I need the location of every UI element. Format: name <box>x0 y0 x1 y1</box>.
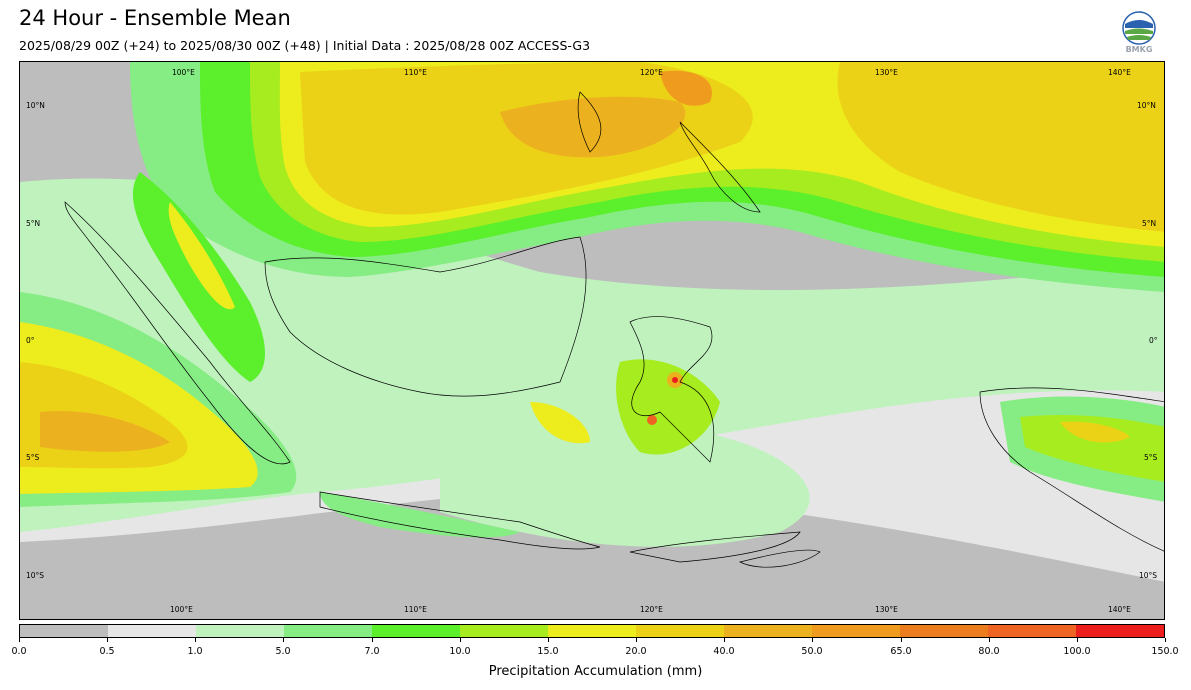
colorbar-segment <box>900 625 988 637</box>
lon-label-top: 110°E <box>404 68 427 77</box>
colorbar-tick-mark <box>1077 638 1078 642</box>
colorbar-segment <box>460 625 548 637</box>
lon-label-bottom: 100°E <box>170 605 193 614</box>
colorbar <box>19 624 1165 638</box>
colorbar-tick-mark <box>372 638 373 642</box>
colorbar-segment <box>372 625 460 637</box>
lon-label-bottom: 130°E <box>875 605 898 614</box>
colorbar-tick-mark <box>901 638 902 642</box>
precipitation-field <box>20 62 1164 619</box>
colorbar-tick-label: 15.0 <box>537 646 559 657</box>
colorbar-segment <box>988 625 1076 637</box>
colorbar-segment <box>548 625 636 637</box>
bmkg-logo: BMKG <box>1121 10 1157 56</box>
colorbar-tick-mark <box>19 638 20 642</box>
colorbar-tick-label: 0.0 <box>11 646 27 657</box>
colorbar-tick-mark <box>812 638 813 642</box>
colorbar-tick-mark <box>636 638 637 642</box>
colorbar-segment <box>812 625 900 637</box>
lon-label-top: 130°E <box>875 68 898 77</box>
colorbar-tick-label: 5.0 <box>275 646 291 657</box>
chart-subtitle: 2025/08/29 00Z (+24) to 2025/08/30 00Z (… <box>19 38 591 53</box>
colorbar-tick-label: 100.0 <box>1063 646 1091 657</box>
colorbar-tick-label: 10.0 <box>449 646 471 657</box>
colorbar-tick-label: 1.0 <box>187 646 203 657</box>
colorbar-tick-label: 80.0 <box>978 646 1000 657</box>
colorbar-segment <box>284 625 372 637</box>
colorbar-tick-label: 50.0 <box>801 646 823 657</box>
colorbar-segment <box>1076 625 1164 637</box>
lon-label-bottom: 110°E <box>404 605 427 614</box>
colorbar-segment <box>196 625 284 637</box>
colorbar-tick-label: 0.5 <box>99 646 115 657</box>
colorbar-segment <box>636 625 724 637</box>
colorbar-tick-label: 7.0 <box>364 646 380 657</box>
lat-label-left: 10°N <box>26 101 45 110</box>
lon-label-top: 100°E <box>172 68 195 77</box>
colorbar-segment <box>724 625 812 637</box>
colorbar-segment <box>20 625 108 637</box>
lat-label-right: 0° <box>1149 336 1158 345</box>
colorbar-tick-label: 40.0 <box>713 646 735 657</box>
lon-label-top: 120°E <box>640 68 663 77</box>
colorbar-tick-mark <box>548 638 549 642</box>
colorbar-tick-mark <box>1165 638 1166 642</box>
colorbar-tick-mark <box>989 638 990 642</box>
colorbar-tick-mark <box>195 638 196 642</box>
logo-text: BMKG <box>1125 45 1153 54</box>
lon-label-top: 140°E <box>1108 68 1131 77</box>
colorbar-label: Precipitation Accumulation (mm) <box>488 664 703 679</box>
colorbar-tick-mark <box>107 638 108 642</box>
lat-label-right: 5°S <box>1144 453 1158 462</box>
lat-label-left: 10°S <box>26 571 45 580</box>
precipitation-map: 100°E 110°E 120°E 130°E 140°E 100°E 110°… <box>19 61 1165 620</box>
lat-label-left: 5°S <box>26 453 40 462</box>
colorbar-tick-mark <box>724 638 725 642</box>
colorbar-tick-label: 150.0 <box>1151 646 1179 657</box>
lon-label-bottom: 140°E <box>1108 605 1131 614</box>
colorbar-tick-mark <box>283 638 284 642</box>
lat-label-right: 10°S <box>1139 571 1158 580</box>
colorbar-tick-label: 20.0 <box>625 646 647 657</box>
lat-label-left: 5°N <box>26 219 41 228</box>
lat-label-right: 5°N <box>1142 219 1157 228</box>
colorbar-tick-label: 65.0 <box>890 646 912 657</box>
lat-label-left: 0° <box>26 336 35 345</box>
colorbar-tick-mark <box>460 638 461 642</box>
chart-title: 24 Hour - Ensemble Mean <box>19 6 291 30</box>
lat-label-right: 10°N <box>1137 101 1156 110</box>
lon-label-bottom: 120°E <box>640 605 663 614</box>
colorbar-segment <box>108 625 196 637</box>
